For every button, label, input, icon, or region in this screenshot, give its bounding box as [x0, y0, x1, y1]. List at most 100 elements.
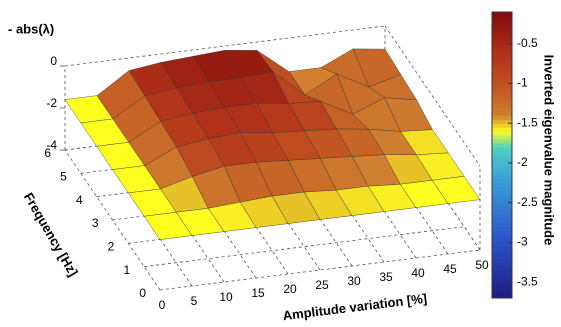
- colorbar-swatch: [492, 238, 512, 243]
- colorbar-swatch: [492, 234, 512, 239]
- z-axis-label: - abs(λ): [8, 21, 54, 36]
- colorbar-swatch: [492, 254, 512, 259]
- colorbar-swatch: [492, 139, 512, 144]
- colorbar-swatch: [492, 39, 512, 45]
- colorbar-swatch: [492, 206, 512, 212]
- y-tick-label: 4: [76, 193, 83, 207]
- colorbar-swatch: [492, 278, 512, 283]
- colorbar-label: Inverted eigenvalue magnitude: [542, 55, 557, 246]
- x-tick-label: 35: [379, 270, 393, 284]
- colorbar-swatch: [492, 19, 512, 25]
- colorbar-swatch: [492, 210, 512, 216]
- colorbar-swatch: [492, 15, 512, 21]
- colorbar-swatch: [492, 158, 512, 164]
- colorbar-swatch: [492, 87, 512, 92]
- colorbar-frame: [491, 11, 513, 299]
- colorbar-swatch: [492, 27, 512, 33]
- colorbar-swatch: [492, 190, 512, 196]
- colorbar-swatch: [492, 226, 512, 231]
- x-tick-label: 30: [347, 274, 361, 288]
- y-tick-label: 3: [92, 216, 99, 230]
- colorbar-swatch: [492, 186, 512, 192]
- colorbar-swatch: [492, 47, 512, 53]
- colorbar-swatch: [492, 131, 512, 136]
- box-edge: [384, 25, 481, 167]
- colorbar-swatch: [492, 83, 512, 88]
- colorbar-swatch: [492, 162, 512, 168]
- colorbar-swatch: [492, 274, 512, 279]
- colorbar-swatch: [492, 286, 512, 291]
- colorbar-swatch: [492, 23, 512, 29]
- colorbar-swatch: [492, 115, 512, 120]
- plot: 0 5 10 15 20 25 30 35 40 45 5001234560-2-4-0.5-1-1…: [44, 11, 538, 312]
- colorbar-tick-label: -3: [517, 235, 528, 249]
- x-tick-label: 40: [411, 266, 425, 280]
- colorbar-tick-label: -1.5: [517, 115, 538, 129]
- colorbar-swatch: [492, 31, 512, 37]
- colorbar-swatch: [492, 135, 512, 140]
- z-tick-label: 0: [50, 54, 57, 68]
- surface-cell: [143, 212, 193, 240]
- colorbar-swatch: [492, 230, 512, 235]
- colorbar-swatch: [492, 95, 512, 100]
- colorbar-swatch: [492, 282, 512, 287]
- colorbar-swatch: [492, 258, 512, 263]
- colorbar-swatch: [492, 266, 512, 271]
- colorbar-swatch: [492, 143, 512, 148]
- y-tick-label: 6: [44, 146, 51, 160]
- colorbar-swatch: [492, 214, 512, 220]
- colorbar-swatch: [492, 270, 512, 275]
- colorbar-swatch: [492, 67, 512, 73]
- colorbar-swatch: [492, 222, 512, 227]
- colorbar-swatch: [492, 43, 512, 49]
- colorbar-swatch: [492, 198, 512, 204]
- colorbar-swatch: [492, 123, 512, 128]
- y-tick-label: 5: [60, 170, 67, 184]
- y-tick-label: 1: [123, 263, 130, 277]
- colorbar-swatch: [492, 182, 512, 188]
- x-tick-label: 50: [475, 258, 489, 272]
- colorbar-swatch: [492, 119, 512, 124]
- colorbar-swatch: [492, 246, 512, 251]
- x-tick-label: 15: [251, 286, 265, 300]
- colorbar-swatch: [492, 166, 512, 172]
- colorbar-swatch: [492, 35, 512, 41]
- colorbar-swatch: [492, 147, 512, 152]
- colorbar-tick-label: -3.5: [517, 274, 538, 288]
- x-tick-label: 45: [443, 262, 457, 276]
- colorbar-swatch: [492, 250, 512, 255]
- colorbar-tick-label: -0.5: [517, 36, 538, 50]
- x-tick-label: 10: [219, 290, 233, 304]
- colorbar-swatch: [492, 55, 512, 61]
- x-tick-label: 0: [159, 298, 166, 312]
- colorbar-swatch: [492, 59, 512, 65]
- colorbar-swatch: [492, 127, 512, 132]
- colorbar-swatch: [492, 71, 512, 77]
- colorbar-swatch: [492, 91, 512, 96]
- colorbar-swatch: [492, 242, 512, 247]
- colorbar-swatch: [492, 63, 512, 69]
- y-axis-label: Frequency [Hz]: [21, 190, 81, 279]
- z-tick-label: -2: [46, 96, 57, 110]
- colorbar-swatch: [492, 155, 512, 160]
- colorbar-swatch: [492, 107, 512, 112]
- colorbar-swatch: [492, 178, 512, 184]
- colorbar-swatch: [492, 294, 512, 299]
- colorbar-swatch: [492, 103, 512, 108]
- colorbar-swatch: [492, 79, 512, 84]
- colorbar-tick-label: -2: [517, 155, 528, 169]
- x-tick-label: 5: [191, 294, 198, 308]
- colorbar-tick-label: -1: [517, 76, 528, 90]
- y-tick-label: 2: [108, 240, 115, 254]
- colorbar-swatch: [492, 51, 512, 57]
- colorbar-swatch: [492, 218, 512, 224]
- colorbar-tick-label: -2.5: [517, 195, 538, 209]
- colorbar-swatch: [492, 262, 512, 267]
- x-tick-label: 25: [315, 278, 329, 292]
- x-axis-label: Amplitude variation [%]: [282, 291, 428, 324]
- colorbar-swatch: [492, 290, 512, 295]
- colorbar-swatch: [492, 194, 512, 200]
- colorbar-swatch: [492, 99, 512, 104]
- colorbar-swatch: [492, 75, 512, 81]
